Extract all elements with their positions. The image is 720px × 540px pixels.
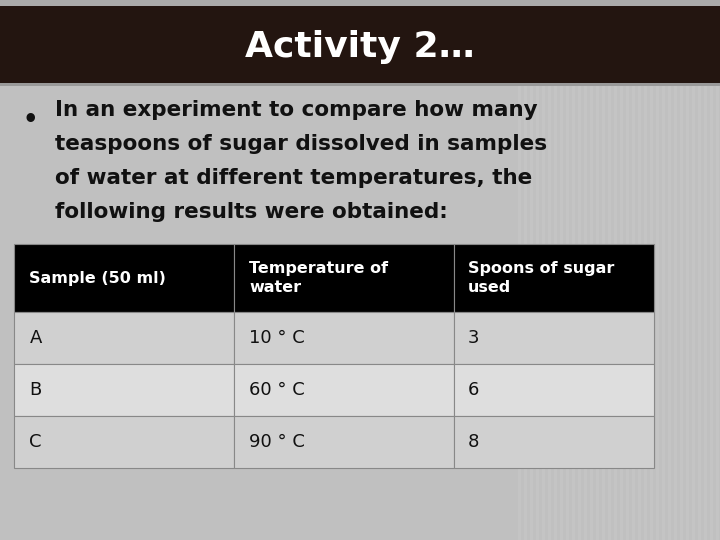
Text: of water at different temperatures, the: of water at different temperatures, the [55,168,532,188]
Bar [14,364,234,416]
Text: Sample (50 ml): Sample (50 ml) [30,271,166,286]
Text: Activity 2…: Activity 2… [245,30,475,64]
Bar [0,83,720,86]
Bar [234,312,454,364]
Bar [710,86,713,540]
Bar [560,86,563,540]
Bar [680,86,683,540]
Text: Spoons of sugar
used: Spoons of sugar used [468,261,614,295]
Bar [608,86,611,540]
Bar [668,86,671,540]
Text: 3: 3 [468,329,480,347]
Bar [454,312,654,364]
Bar [454,416,654,468]
Bar [572,86,575,540]
Bar [14,312,234,364]
Bar [632,86,635,540]
Text: 8: 8 [468,433,480,451]
Bar [524,86,527,540]
Bar [0,6,720,83]
Bar [0,0,720,6]
Bar [650,86,653,540]
Bar [548,86,551,540]
Bar [542,86,545,540]
Bar [596,86,599,540]
Bar [614,86,617,540]
Text: B: B [30,381,42,399]
Bar [656,86,659,540]
Bar [530,86,533,540]
Bar [234,416,454,468]
Bar [626,86,629,540]
Bar [14,416,234,468]
Bar [518,86,521,540]
Bar [716,86,719,540]
Bar [644,86,647,540]
Bar [638,86,641,540]
Bar [662,86,665,540]
Text: 90 ° C: 90 ° C [249,433,305,451]
Bar [234,364,454,416]
Bar [578,86,581,540]
Bar [14,244,234,312]
Text: •: • [22,108,37,132]
Bar [566,86,569,540]
Text: A: A [30,329,42,347]
Text: C: C [30,433,42,451]
Text: teaspoons of sugar dissolved in samples: teaspoons of sugar dissolved in samples [55,134,547,154]
Bar [698,86,701,540]
Text: Temperature of
water: Temperature of water [249,261,389,295]
Text: In an experiment to compare how many: In an experiment to compare how many [55,100,538,120]
Text: 60 ° C: 60 ° C [249,381,305,399]
Text: following results were obtained:: following results were obtained: [55,202,448,222]
Bar [704,86,707,540]
Bar [692,86,695,540]
Bar [536,86,539,540]
Bar [454,364,654,416]
Bar [0,86,720,540]
Bar [584,86,587,540]
Bar [602,86,605,540]
Text: 6: 6 [468,381,480,399]
Text: 10 ° C: 10 ° C [249,329,305,347]
Bar [454,244,654,312]
Bar [554,86,557,540]
Bar [620,86,623,540]
Bar [590,86,593,540]
Bar [686,86,689,540]
Bar [234,244,454,312]
Bar [674,86,677,540]
